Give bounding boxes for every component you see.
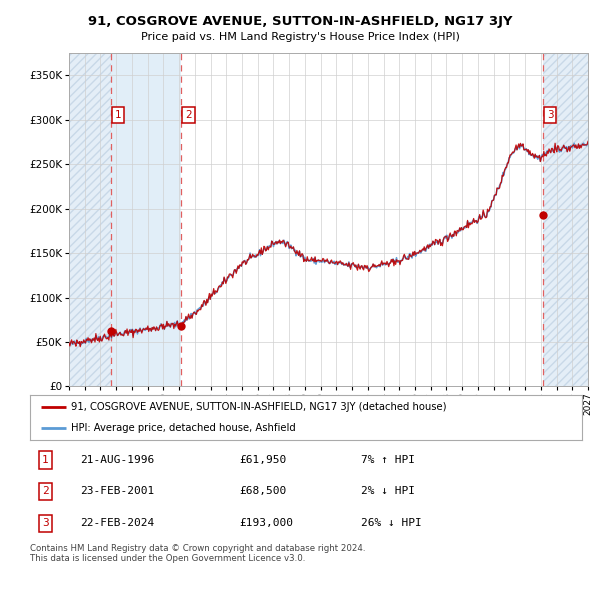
Text: £68,500: £68,500 xyxy=(240,486,287,496)
Text: 3: 3 xyxy=(42,518,49,528)
Text: 91, COSGROVE AVENUE, SUTTON-IN-ASHFIELD, NG17 3JY (detached house): 91, COSGROVE AVENUE, SUTTON-IN-ASHFIELD,… xyxy=(71,402,447,412)
Text: 3: 3 xyxy=(547,110,554,120)
Text: HPI: Average price, detached house, Ashfield: HPI: Average price, detached house, Ashf… xyxy=(71,423,296,433)
Text: 2% ↓ HPI: 2% ↓ HPI xyxy=(361,486,415,496)
Text: 1: 1 xyxy=(42,455,49,465)
Bar xyxy=(543,53,588,386)
Text: 91, COSGROVE AVENUE, SUTTON-IN-ASHFIELD, NG17 3JY: 91, COSGROVE AVENUE, SUTTON-IN-ASHFIELD,… xyxy=(88,15,512,28)
Bar xyxy=(110,53,181,386)
Bar xyxy=(69,53,110,386)
Text: £193,000: £193,000 xyxy=(240,518,294,528)
Text: 7% ↑ HPI: 7% ↑ HPI xyxy=(361,455,415,465)
Text: 1: 1 xyxy=(115,110,121,120)
Text: 21-AUG-1996: 21-AUG-1996 xyxy=(80,455,154,465)
Text: £61,950: £61,950 xyxy=(240,455,287,465)
Text: Price paid vs. HM Land Registry's House Price Index (HPI): Price paid vs. HM Land Registry's House … xyxy=(140,32,460,42)
Text: 2: 2 xyxy=(185,110,192,120)
Text: 2: 2 xyxy=(42,486,49,496)
Text: Contains HM Land Registry data © Crown copyright and database right 2024.
This d: Contains HM Land Registry data © Crown c… xyxy=(30,544,365,563)
Text: 26% ↓ HPI: 26% ↓ HPI xyxy=(361,518,422,528)
Text: 22-FEB-2024: 22-FEB-2024 xyxy=(80,518,154,528)
Text: 23-FEB-2001: 23-FEB-2001 xyxy=(80,486,154,496)
